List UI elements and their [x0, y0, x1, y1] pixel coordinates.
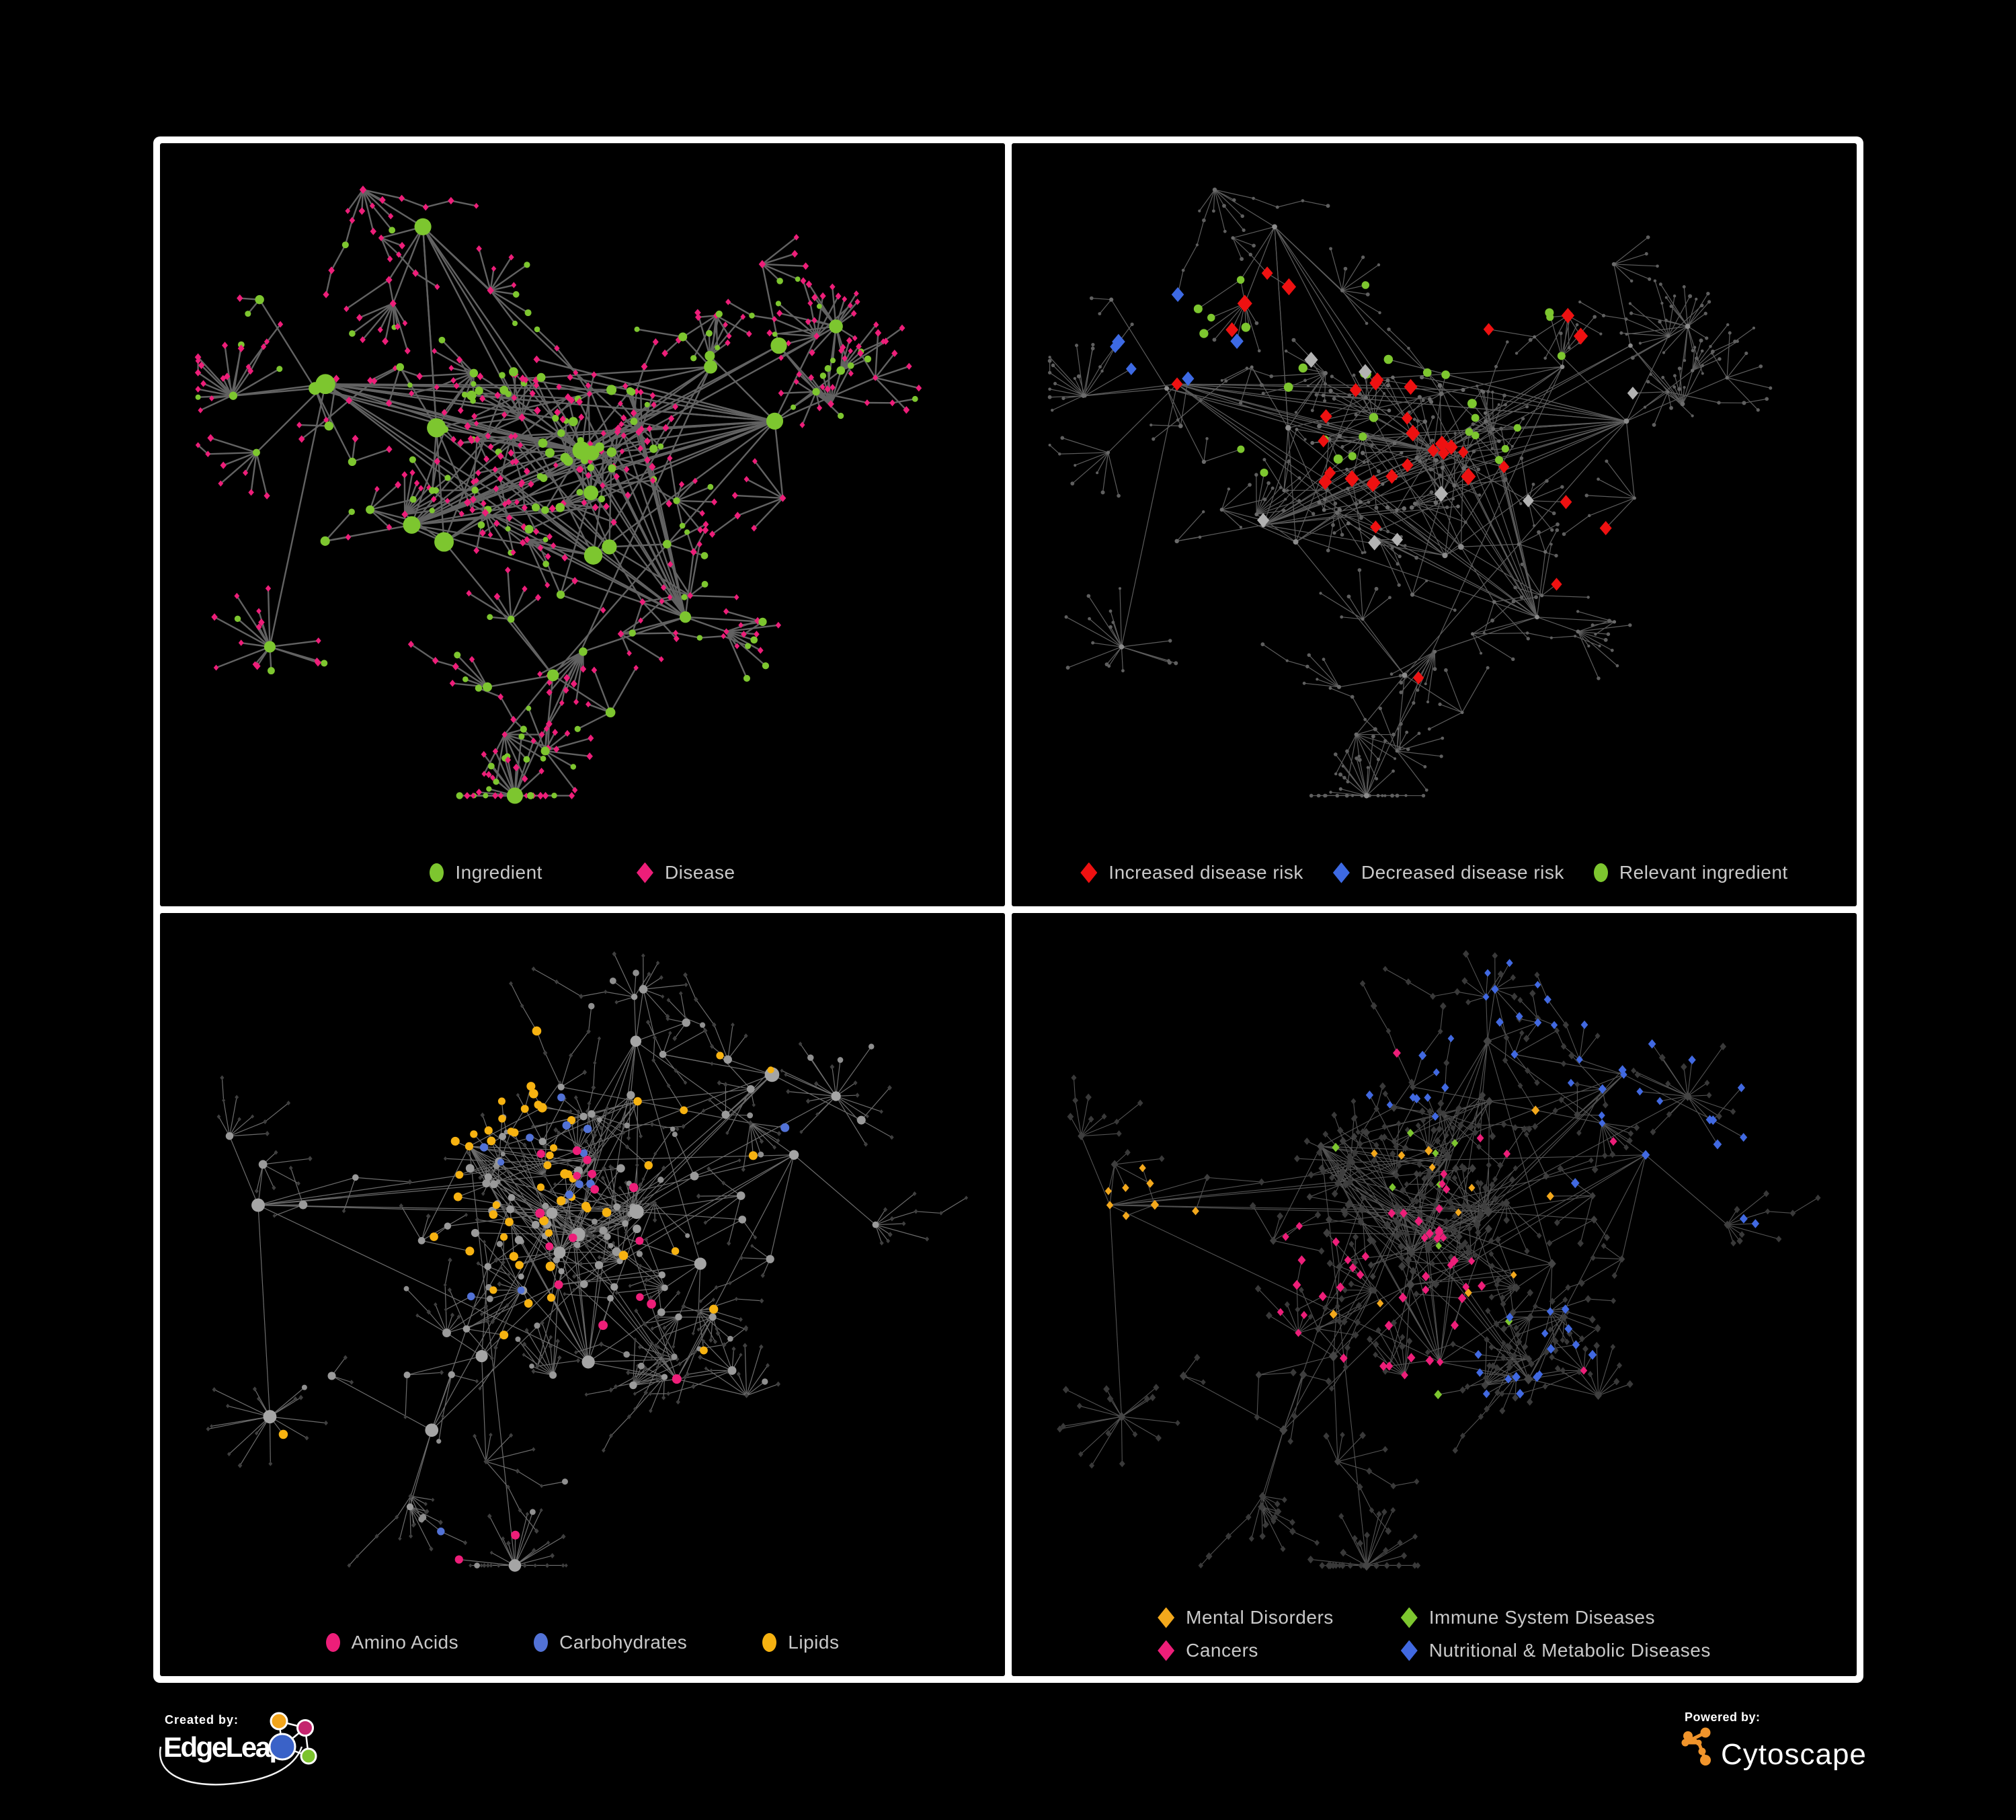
- nodes-layer: [1047, 187, 1773, 799]
- legend-label: Nutritional & Metabolic Diseases: [1428, 1640, 1711, 1661]
- diamond-swatch-icon: [1158, 1607, 1175, 1628]
- legend-item-disease: Disease: [636, 862, 735, 883]
- panel-ingredient-disease: Ingredient Disease: [160, 143, 1005, 906]
- legend-item-relevant-ingredient: Relevant ingredient: [1593, 862, 1788, 883]
- legend-label: Immune System Diseases: [1428, 1607, 1655, 1628]
- diamond-swatch-icon: [636, 862, 653, 883]
- diamond-swatch-icon: [1332, 862, 1350, 883]
- legend-label: Amino Acids: [351, 1632, 459, 1653]
- legend-label: Ingredient: [455, 862, 542, 883]
- panel-nutrient-classes: Amino Acids Carbohydrates Lipids: [160, 913, 1005, 1676]
- legend-label: Decreased disease risk: [1361, 862, 1564, 883]
- cytoscape-wordmark: Cytoscape: [1721, 1738, 1867, 1771]
- legend-item-decreased-disease-risk: Decreased disease risk: [1332, 862, 1564, 883]
- edges-layer: [197, 189, 920, 797]
- panel-disease-classes: Mental Disorders Immune System Diseases Ca…: [1012, 913, 1857, 1676]
- legend-item-cancers: Cancers: [1158, 1640, 1334, 1661]
- circle-swatch-icon: [762, 1633, 777, 1652]
- cytoscape-lockup: Powered by: Cytoscape: [1679, 1706, 1962, 1804]
- legend-ingredient-disease: Ingredient Disease: [173, 862, 992, 883]
- nodes-layer: [1057, 950, 1821, 1571]
- diamond-swatch-icon: [1400, 1607, 1418, 1628]
- diamond-swatch-icon: [1080, 862, 1098, 883]
- legend-label: Lipids: [788, 1632, 840, 1653]
- circle-swatch-icon: [325, 1633, 340, 1652]
- legend-label: Increased disease risk: [1108, 862, 1303, 883]
- edges-layer: [1059, 953, 1818, 1567]
- edgeleap-lockup: Created by: EdgeLeap: [157, 1708, 352, 1820]
- network-nutrient-classes: [206, 951, 969, 1572]
- created-by-label: Created by:: [165, 1713, 239, 1727]
- legend-label: Mental Disorders: [1186, 1607, 1334, 1628]
- network-ingredient-disease: [194, 186, 922, 804]
- legend-label: Relevant ingredient: [1619, 862, 1788, 883]
- legend-label: Disease: [664, 862, 735, 883]
- panel-disease-risk: Increased disease risk Decreased disease …: [1012, 143, 1857, 906]
- legend-item-lipids: Lipids: [762, 1632, 839, 1653]
- network-disease-risk: [1047, 187, 1773, 799]
- diamond-swatch-icon: [1158, 1640, 1175, 1661]
- legend-item-carbohydrates: Carbohydrates: [534, 1632, 687, 1653]
- cytoscape-icon: [1681, 1727, 1711, 1766]
- panel-grid: Ingredient Disease Increased disease risk…: [153, 136, 1863, 1683]
- nodes-layer: [194, 186, 922, 804]
- edgeleap-wordmark: EdgeLeap: [163, 1731, 286, 1763]
- network-disease-classes: [1057, 950, 1821, 1571]
- circle-swatch-icon: [534, 1633, 549, 1652]
- edges-layer: [1049, 189, 1771, 797]
- circle-swatch-icon: [430, 863, 444, 882]
- powered-by-label: Powered by:: [1685, 1710, 1761, 1724]
- legend-disease-risk: Increased disease risk Decreased disease …: [1025, 862, 1843, 883]
- legend-item-mental-disorders: Mental Disorders: [1158, 1607, 1334, 1628]
- legend-nutrient-classes: Amino Acids Carbohydrates Lipids: [173, 1632, 992, 1653]
- legend-item-amino-acids: Amino Acids: [325, 1632, 459, 1653]
- edgeleap-swoosh: [159, 1746, 303, 1786]
- edges-layer: [208, 953, 967, 1567]
- legend-label: Cancers: [1186, 1640, 1258, 1661]
- legend-item-increased-disease-risk: Increased disease risk: [1080, 862, 1303, 883]
- edgeleap-network-icon: [268, 1712, 317, 1765]
- nodes-layer: [206, 951, 969, 1572]
- legend-item-nutritional-metabolic-diseases: Nutritional & Metabolic Diseases: [1400, 1640, 1711, 1661]
- legend-disease-classes: Mental Disorders Immune System Diseases Ca…: [1025, 1607, 1843, 1661]
- legend-label: Carbohydrates: [559, 1632, 688, 1653]
- legend-item-ingredient: Ingredient: [430, 862, 542, 883]
- legend-item-immune-system-diseases: Immune System Diseases: [1400, 1607, 1711, 1628]
- diamond-swatch-icon: [1400, 1640, 1418, 1661]
- circle-swatch-icon: [1593, 863, 1608, 882]
